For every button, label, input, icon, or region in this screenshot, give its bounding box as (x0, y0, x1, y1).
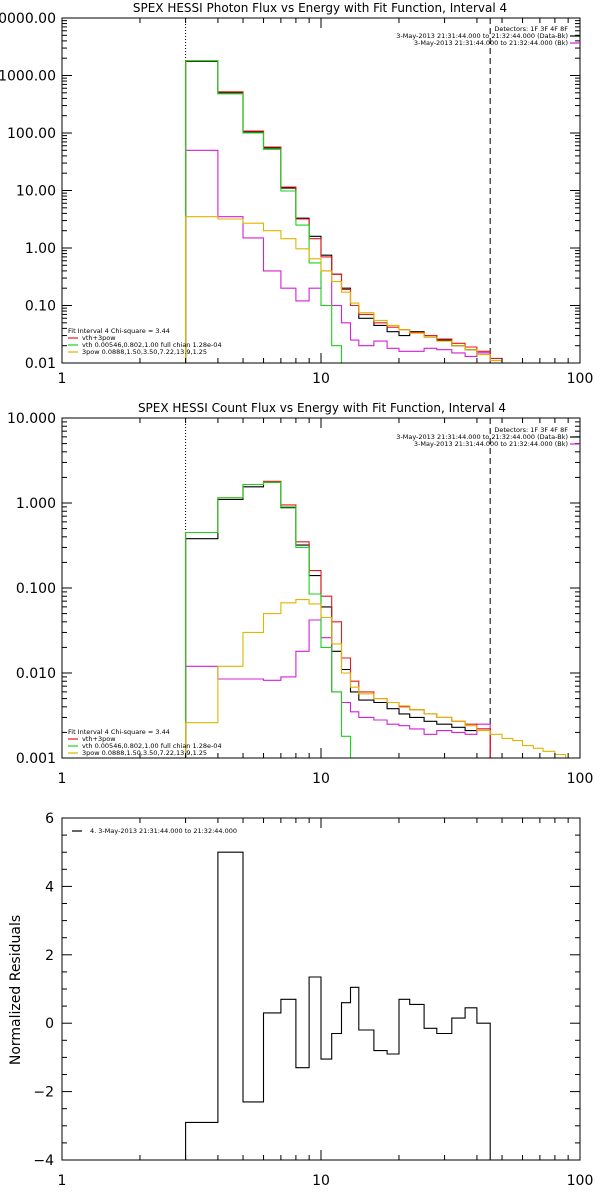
legend-vth3pow: vth+3pow (82, 735, 116, 743)
legend-bk: 3-May-2013 21:31:44.000 to 21:32:44.000 … (414, 440, 568, 448)
y-tick-label: −2 (33, 1085, 54, 1101)
y-tick-label: 10000.00 (0, 11, 56, 27)
legend-3pow: 3pow 0.0888,1.50,3.50,7.22,13.9,1.25 (82, 749, 207, 757)
legend-bk: 3-May-2013 21:31:44.000 to 21:32:44.000 … (414, 39, 568, 47)
legend-fit-interval: Fit Interval 4 Chi-square = 3.44 (68, 327, 170, 335)
legend-detectors: Detectors: 1F 3F 4F 8F (494, 426, 568, 434)
plot-frame (61, 17, 581, 364)
photon-flux-panel: SPEX HESSI Photon Flux vs Energy with Fi… (0, 1, 593, 387)
x-tick-label: 10 (312, 1173, 330, 1189)
photon-flux-legend-top-right: Detectors: 1F 3F 4F 8F 3-May-2013 21:31:… (396, 25, 568, 47)
y-tick-label: 0.01 (25, 356, 56, 372)
residuals-y-axis-label: Normalized Residuals (8, 915, 24, 1065)
count-flux-title: SPEX HESSI Count Flux vs Energy with Fit… (138, 401, 506, 415)
legend-vth3pow: vth+3pow (82, 334, 116, 342)
series-black (185, 60, 491, 363)
y-tick-label: 0 (45, 1016, 54, 1032)
legend-3pow: 3pow 0.0888,1.50,3.50,7.22,13.9,1.25 (82, 348, 207, 356)
legend-detectors: Detectors: 1F 3F 4F 8F (494, 25, 568, 33)
legend-residual-series: 4. 3-May-2013 21:31:44.000 to 21:32:44.0… (90, 827, 237, 835)
series-green (185, 60, 352, 363)
residuals-panel: 1 10 100 −4 −2 0 2 4 6 Normalized Residuals 4. 3… (8, 811, 593, 1189)
y-tick-label: 0.100 (16, 581, 56, 597)
count-flux-legend-bottom-left: Fit Interval 4 Chi-square = 3.44 vth+3po… (68, 728, 222, 757)
legend-vth: vth 0.00546,0.802,1.00 full chian 1.28e-… (82, 742, 222, 750)
y-tick-label: 6 (45, 811, 54, 827)
y-tick-label: 1.00 (25, 241, 56, 257)
legend-data-minus-bk: 3-May-2013 21:31:44.000 to 21:32:44.000 … (396, 32, 568, 40)
y-tick-label: 2 (45, 948, 54, 964)
y-tick-label: 100.00 (7, 126, 56, 142)
y-tick-label: 1000.00 (0, 69, 56, 85)
legend-data-minus-bk: 3-May-2013 21:31:44.000 to 21:32:44.000 … (396, 433, 568, 441)
y-tick-label: 0.001 (16, 751, 56, 767)
series-magenta (185, 149, 491, 363)
x-tick-label: 10 (312, 371, 330, 387)
series-magenta (185, 619, 491, 758)
legend-vth: vth 0.00546,0.802,1.00 full chian 1.28e-… (82, 341, 222, 349)
count-flux-panel: SPEX HESSI Count Flux vs Energy with Fit… (7, 401, 593, 787)
legend-fit-interval: Fit Interval 4 Chi-square = 3.44 (68, 728, 170, 736)
y-tick-label: 0.010 (16, 666, 56, 682)
series-black (185, 481, 491, 758)
photon-flux-legend-bottom-left: Fit Interval 4 Chi-square = 3.44 vth+3po… (68, 327, 222, 356)
x-tick-label: 100 (567, 771, 594, 787)
count-flux-legend-top-right: Detectors: 1F 3F 4F 8F 3-May-2013 21:31:… (396, 426, 568, 448)
x-tick-label: 1 (58, 771, 67, 787)
x-tick-label: 1 (58, 371, 67, 387)
series-black (185, 851, 491, 1160)
series-yellow (185, 216, 503, 363)
series-green (185, 481, 360, 758)
series-red (185, 480, 491, 758)
y-tick-label: −4 (33, 1153, 54, 1169)
x-tick-label: 10 (312, 771, 330, 787)
x-tick-label: 1 (58, 1173, 67, 1189)
photon-flux-title: SPEX HESSI Photon Flux vs Energy with Fi… (133, 1, 507, 15)
y-tick-label: 4 (45, 879, 54, 895)
series-red (185, 60, 503, 363)
series-yellow (185, 599, 580, 758)
y-tick-label: 10.00 (16, 184, 56, 200)
y-tick-label: 10.000 (7, 411, 56, 427)
y-tick-label: 0.10 (25, 299, 56, 315)
residuals-legend: 4. 3-May-2013 21:31:44.000 to 21:32:44.0… (90, 827, 237, 835)
x-tick-label: 100 (567, 1173, 594, 1189)
y-tick-label: 1.000 (16, 496, 56, 512)
x-tick-label: 100 (567, 371, 594, 387)
